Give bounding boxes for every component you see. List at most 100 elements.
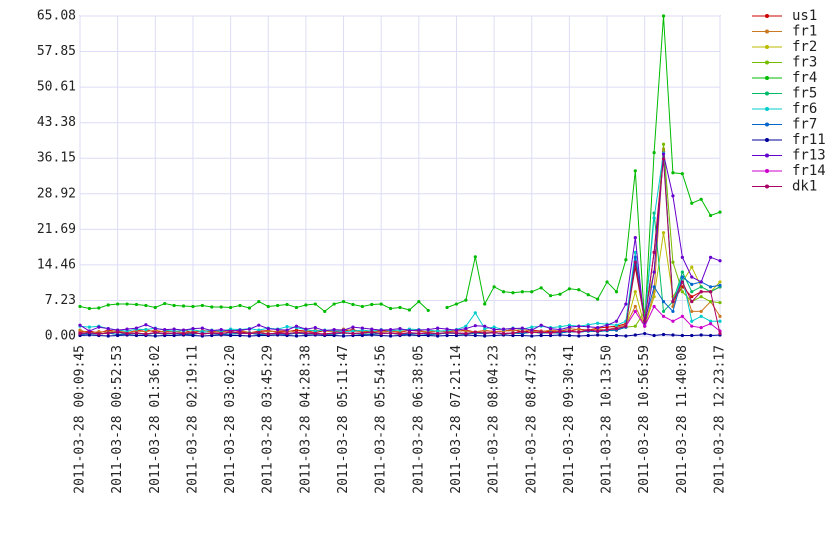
legend-marker	[765, 14, 769, 18]
point	[341, 334, 346, 338]
y-tick-label: 43.38	[37, 115, 76, 130]
point	[633, 169, 637, 173]
point	[116, 333, 120, 338]
point	[360, 333, 364, 338]
point	[153, 330, 157, 335]
point	[671, 260, 675, 264]
point	[436, 334, 440, 338]
point	[163, 331, 167, 336]
point	[407, 308, 412, 312]
point	[116, 302, 120, 306]
legend-label: fr1	[792, 24, 817, 40]
point	[548, 294, 553, 298]
point	[567, 333, 572, 338]
point	[125, 302, 129, 306]
point	[87, 306, 92, 311]
point	[304, 327, 308, 331]
point	[266, 327, 270, 331]
point	[454, 333, 459, 338]
point	[671, 299, 675, 304]
point	[492, 285, 496, 289]
point	[520, 326, 524, 330]
y-tick-label: 21.69	[37, 222, 76, 237]
point	[426, 333, 430, 338]
point	[661, 152, 666, 156]
point	[699, 290, 703, 294]
point	[144, 303, 148, 308]
point	[172, 331, 176, 335]
point	[671, 171, 675, 175]
legend-marker	[765, 153, 769, 158]
point	[661, 157, 666, 161]
point	[78, 304, 82, 309]
legend-label: fr2	[792, 39, 817, 55]
x-tick-label: 2011-03-28 05:54:56	[374, 345, 389, 494]
point	[379, 328, 383, 332]
point	[699, 280, 703, 284]
point	[633, 260, 637, 264]
point	[238, 328, 242, 332]
point	[454, 331, 459, 335]
point	[257, 328, 261, 332]
point	[247, 327, 252, 331]
point	[492, 333, 496, 338]
point	[97, 332, 101, 336]
point	[313, 326, 317, 330]
point	[596, 321, 600, 325]
point	[407, 330, 412, 335]
point	[388, 331, 393, 335]
point	[708, 285, 713, 289]
point	[577, 330, 581, 334]
point	[191, 327, 195, 331]
point	[219, 328, 223, 332]
point	[577, 328, 581, 332]
point	[652, 150, 656, 155]
point	[276, 331, 280, 335]
point	[530, 334, 534, 338]
point	[228, 330, 233, 334]
point	[661, 314, 666, 318]
point	[266, 332, 270, 336]
point	[511, 333, 515, 338]
y-tick-label: 28.92	[37, 186, 76, 201]
point	[153, 327, 157, 331]
point	[257, 323, 261, 327]
point	[323, 328, 327, 333]
point	[313, 329, 317, 333]
point	[643, 324, 647, 328]
point	[699, 326, 703, 330]
point	[464, 329, 468, 333]
point	[652, 333, 656, 338]
point	[323, 332, 327, 336]
point	[483, 302, 487, 306]
point	[624, 324, 628, 328]
point	[464, 331, 468, 336]
point	[708, 322, 713, 326]
point	[661, 14, 666, 18]
point	[708, 319, 713, 323]
plot-frame	[79, 15, 721, 337]
point	[690, 333, 694, 338]
point	[360, 326, 364, 330]
point	[661, 309, 666, 314]
point	[690, 319, 694, 323]
x-tick-label: 2011-03-28 05:11:47	[336, 345, 351, 494]
point	[172, 303, 176, 308]
point	[200, 332, 204, 336]
point	[690, 275, 694, 279]
point	[690, 324, 694, 328]
point	[172, 327, 176, 331]
legend-label: fr11	[792, 132, 826, 148]
point	[492, 325, 496, 329]
point	[200, 303, 204, 308]
point	[285, 328, 289, 332]
legend-marker	[765, 122, 769, 127]
point	[558, 325, 562, 329]
point	[690, 290, 694, 294]
point	[464, 298, 468, 302]
point	[341, 330, 346, 335]
point	[680, 275, 684, 279]
point	[520, 333, 524, 338]
series-line	[79, 15, 721, 324]
point	[596, 333, 600, 337]
